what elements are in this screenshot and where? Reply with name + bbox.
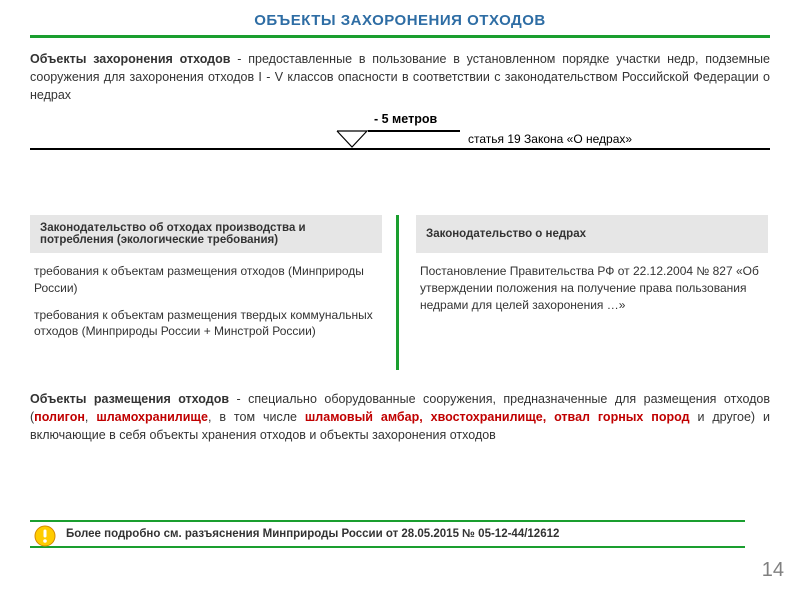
definition-2-block: Объекты размещения отходов - специально …	[30, 390, 770, 444]
left-body: требования к объектам размещения отходов…	[30, 253, 382, 340]
p2-red3: шламовый амбар, хвостохранилище, отвал г…	[305, 410, 690, 424]
page-number: 14	[762, 559, 784, 582]
depth-diagram: - 5 метров статья 19 Закона «О недрах»	[30, 112, 770, 172]
left-item-2: требования к объектам размещения твердых…	[34, 307, 378, 341]
right-column: Законодательство о недрах Постановление …	[416, 215, 768, 350]
right-body: Постановление Правительства РФ от 22.12.…	[416, 253, 768, 313]
columns-area: Законодательство об отходах производства…	[30, 215, 770, 350]
p2-red1: полигон	[34, 410, 85, 424]
slide: ОБЪЕКТЫ ЗАХОРОНЕНИЯ ОТХОДОВ Объекты захо…	[0, 0, 800, 600]
left-header: Законодательство об отходах производства…	[30, 215, 382, 253]
footer-text: Более подробно см. разъяснения Минприрод…	[66, 528, 559, 540]
definition-2: Объекты размещения отходов - специально …	[30, 390, 770, 444]
p2-red2: шламохранилище	[96, 410, 208, 424]
p2b: ,	[85, 410, 96, 424]
depth-underline	[368, 130, 460, 132]
left-item-1: требования к объектам размещения отходов…	[34, 263, 378, 297]
right-item-1: Постановление Правительства РФ от 22.12.…	[420, 263, 764, 313]
right-header: Законодательство о недрах	[416, 215, 768, 253]
p2c: , в том числе	[208, 410, 305, 424]
depth-label: - 5 метров	[374, 112, 437, 126]
left-column: Законодательство об отходах производства…	[30, 215, 382, 350]
alert-icon	[34, 525, 56, 547]
law-underline	[462, 149, 662, 150]
footer-note: Более подробно см. разъяснения Минприрод…	[30, 520, 745, 548]
definition-1-term: Объекты захоронения отходов	[30, 52, 230, 66]
page-title: ОБЪЕКТЫ ЗАХОРОНЕНИЯ ОТХОДОВ	[30, 12, 770, 29]
definition-2-term: Объекты размещения отходов	[30, 392, 229, 406]
definition-1: Объекты захоронения отходов - предоставл…	[30, 50, 770, 104]
divider-top	[30, 35, 770, 38]
law-reference: статья 19 Закона «О недрах»	[468, 132, 632, 146]
